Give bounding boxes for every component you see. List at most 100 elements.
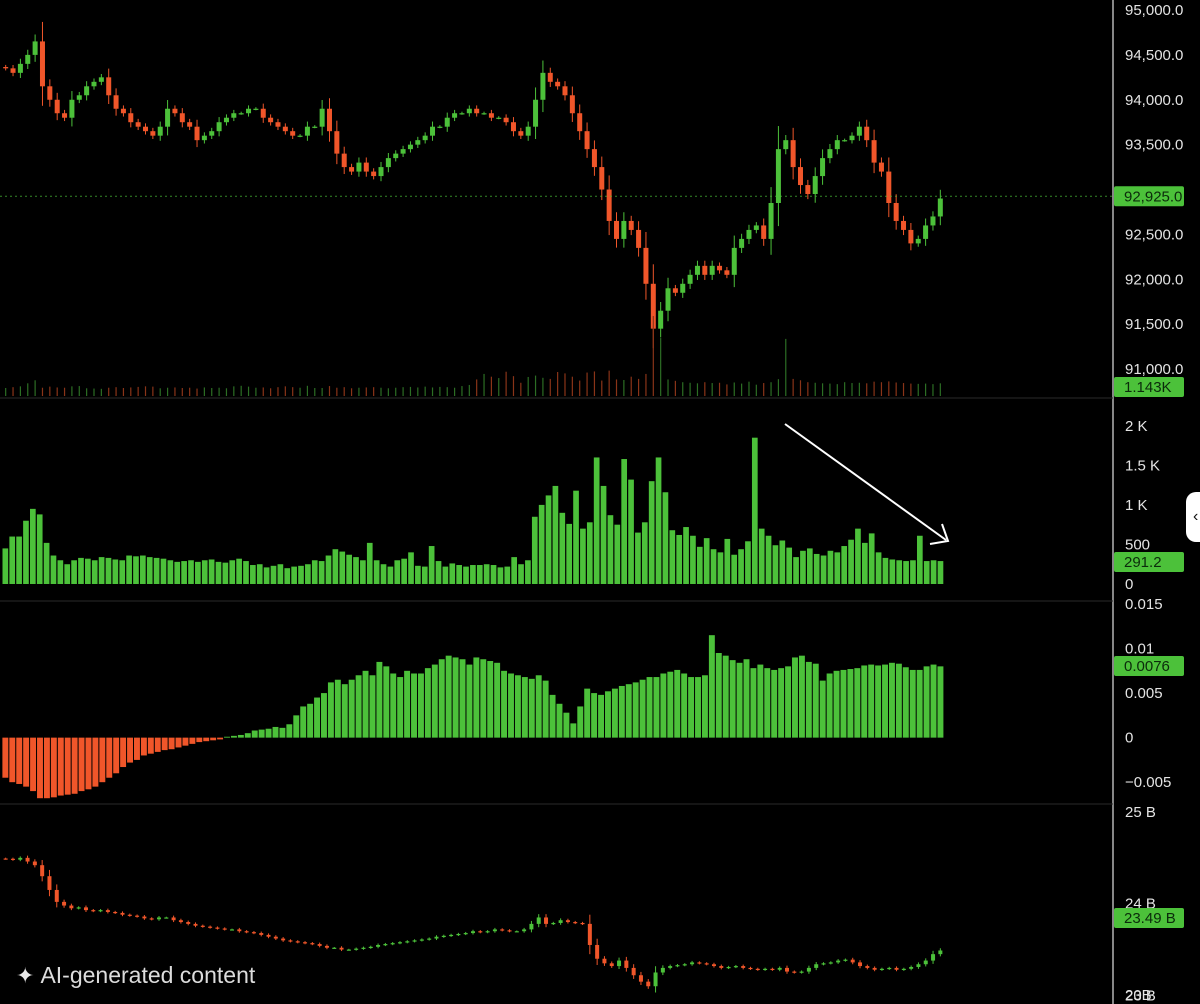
axis-tick-label: 0	[1125, 576, 1133, 593]
volume-bar	[50, 555, 57, 584]
oscillator-bar	[258, 729, 265, 738]
price-candle	[658, 310, 664, 329]
volume-bar	[813, 553, 820, 584]
volume-bar	[566, 523, 573, 584]
oi-candle	[149, 918, 154, 920]
oscillator-bar	[764, 668, 771, 738]
oscillator-bar	[584, 688, 591, 738]
price-candle	[246, 108, 252, 114]
oi-candle	[923, 960, 928, 965]
oi-candle	[200, 925, 205, 927]
volume-bar	[655, 457, 662, 584]
oscillator-bar	[667, 671, 674, 738]
oi-candle	[711, 964, 716, 967]
oscillator-bar	[833, 670, 840, 738]
price-candle	[216, 122, 222, 132]
volume-bar	[140, 555, 146, 584]
oscillator-bar	[334, 679, 341, 738]
oi-candle	[865, 966, 870, 968]
oi-candle	[609, 963, 614, 967]
oscillator-bar	[314, 697, 321, 738]
oi-candle	[544, 917, 549, 924]
price-candle	[98, 77, 104, 82]
oi-candle	[799, 971, 804, 973]
price-candle	[731, 247, 737, 275]
axis-tick-label: 23 B	[1125, 987, 1156, 1004]
axis-tick-label: 92,500.0	[1125, 226, 1183, 243]
oscillator-bar	[605, 691, 611, 738]
volume-bar	[786, 547, 793, 584]
oi-candle	[507, 930, 512, 932]
volume-bar	[903, 561, 909, 584]
price-candle	[91, 81, 97, 87]
oscillator-bar	[930, 664, 937, 738]
oi-candle	[478, 931, 483, 933]
oscillator-bar	[861, 665, 868, 738]
price-candle	[834, 140, 840, 150]
axis-tick-label: 91,500.0	[1125, 316, 1183, 333]
volume-bar	[545, 495, 552, 584]
oscillator-bar	[674, 669, 681, 738]
oi-candle	[208, 926, 213, 928]
volume-bar	[415, 565, 421, 584]
volume-bar	[476, 565, 483, 584]
volume-bar	[806, 548, 813, 584]
oi-candle	[18, 857, 23, 860]
price-candle	[717, 265, 723, 271]
oi-candle	[565, 920, 570, 923]
price-candle	[849, 135, 855, 141]
volume-bar	[298, 565, 304, 584]
volume-bar	[662, 492, 669, 584]
volume-bar	[133, 556, 139, 584]
price-candle	[326, 108, 332, 132]
volume-bar	[690, 535, 696, 584]
collapse-panel-button[interactable]: ‹	[1186, 492, 1200, 542]
price-candle	[783, 140, 789, 150]
axis-tick-label: 0.01	[1125, 641, 1154, 658]
volume-bar	[841, 546, 848, 584]
oscillator-bar	[286, 724, 293, 738]
oi-candle	[120, 912, 125, 915]
volume-bar	[64, 564, 71, 584]
volume-bar	[256, 564, 263, 584]
volume-bar	[497, 567, 504, 584]
oscillator-bar	[535, 675, 542, 738]
oscillator-bar	[480, 659, 487, 738]
axis-tick-label: 93,500.0	[1125, 137, 1183, 154]
oi-candle	[273, 936, 278, 939]
oscillator-bar	[888, 662, 895, 738]
price-candle	[496, 117, 502, 119]
price-candle	[84, 86, 90, 96]
price-candle	[113, 95, 119, 109]
price-candle	[886, 171, 892, 203]
volume-bar	[538, 504, 545, 584]
oscillator-bar	[514, 675, 521, 738]
price-candle	[319, 108, 325, 127]
oi-candle	[3, 858, 8, 860]
volume-bar	[910, 560, 916, 584]
oi-candle	[653, 972, 658, 987]
price-candle	[39, 41, 45, 87]
oscillator-bar	[757, 664, 764, 738]
volume-badge-bg	[1114, 377, 1184, 397]
trend-arrow-head	[929, 523, 950, 545]
price-candle	[555, 81, 561, 87]
volume-bar	[511, 557, 517, 584]
oi-candle	[361, 947, 366, 949]
price-candle	[437, 126, 443, 128]
oscillator-bar	[909, 669, 916, 738]
price-candle	[864, 126, 870, 141]
price-candle	[385, 158, 391, 168]
axis-tick-label: 0.005	[1125, 685, 1163, 702]
oi-candle	[580, 922, 585, 925]
price-candle	[407, 144, 413, 150]
oscillator-bar	[424, 668, 431, 738]
oscillator-bar	[147, 737, 154, 754]
volume-bar	[332, 549, 339, 584]
price-candle	[157, 126, 163, 136]
oi-candle	[405, 941, 410, 943]
volume-bar	[504, 566, 511, 584]
oscillator-bar	[819, 680, 826, 738]
volume-bar	[669, 530, 676, 584]
